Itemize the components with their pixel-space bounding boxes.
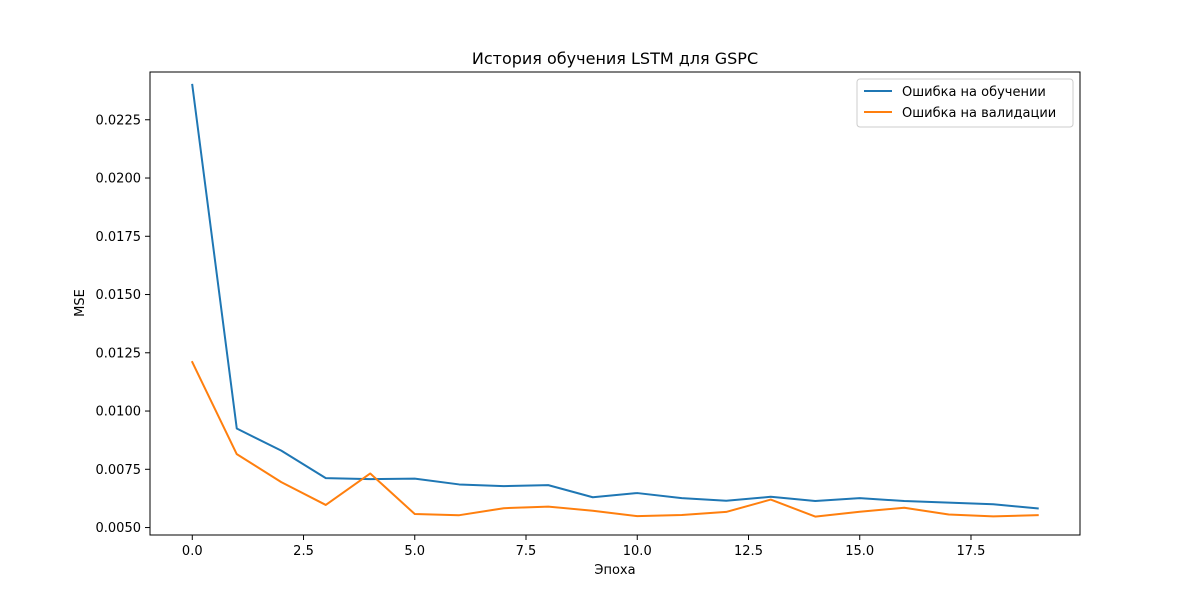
legend-label-train: Ошибка на обучении: [902, 85, 1046, 100]
y-tick-label: 0.0050: [96, 521, 142, 536]
y-tick-label: 0.0100: [96, 405, 142, 420]
y-axis-label: MSE: [73, 289, 88, 317]
y-tick-label: 0.0175: [96, 230, 142, 245]
plot-frame: [149, 71, 1081, 536]
series-layer: [190, 83, 1039, 518]
legend-box: [856, 78, 1074, 128]
legend: Ошибка на обучении Ошибка на валидации: [856, 78, 1074, 128]
x-tick-label: 5.0: [404, 544, 425, 559]
legend-label-validation: Ошибка на валидации: [902, 106, 1056, 121]
x-axis-ticks: 0.0 2.5 5.0 7.5 10.0 12.5 15.0 17.5: [182, 535, 986, 559]
x-tick-label: 0.0: [182, 544, 203, 559]
series-line-train: [191, 83, 1039, 510]
x-tick-label: 12.5: [734, 544, 763, 559]
y-tick-label: 0.0075: [96, 463, 142, 478]
y-tick-label: 0.0200: [96, 172, 142, 187]
y-tick-label: 0.0125: [96, 346, 142, 361]
x-tick-label: 2.5: [293, 544, 314, 559]
x-tick-label: 15.0: [845, 544, 874, 559]
x-tick-label: 17.5: [957, 544, 986, 559]
y-tick-label: 0.0225: [96, 113, 142, 128]
series-line-validation: [190, 360, 1039, 518]
x-axis-label: Эпоха: [594, 563, 635, 578]
y-tick-label: 0.0150: [96, 288, 142, 303]
x-tick-label: 10.0: [623, 544, 652, 559]
chart-title: История обучения LSTM для GSPC: [472, 49, 758, 68]
x-tick-label: 7.5: [516, 544, 537, 559]
y-axis-ticks: 0.0050 0.0075 0.0100 0.0125 0.0150 0.0175 0.02…: [96, 113, 150, 536]
